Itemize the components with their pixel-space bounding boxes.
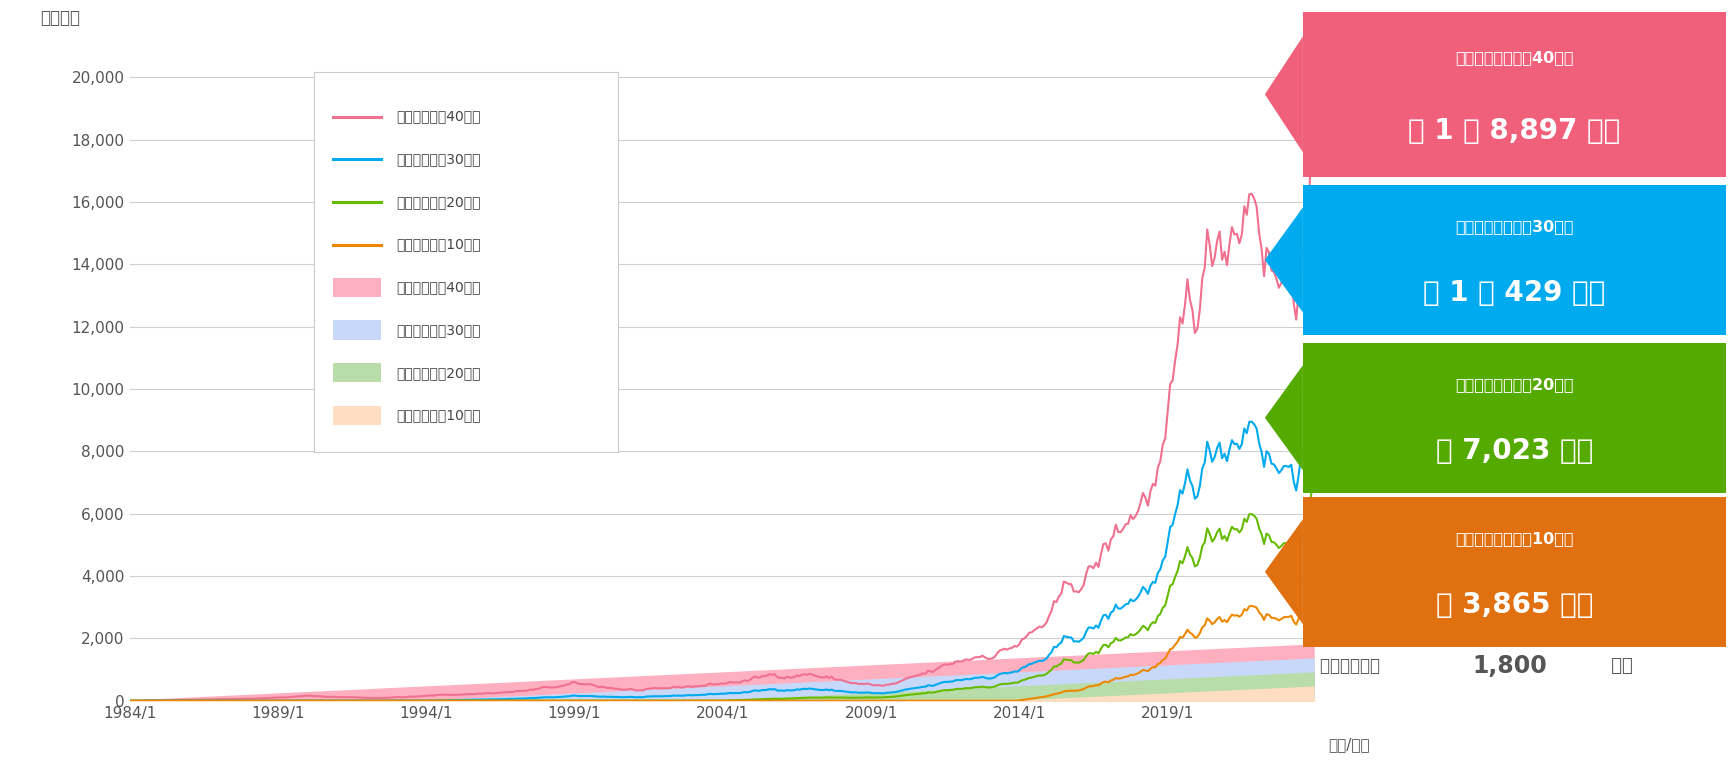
Text: 穏立評価額（30年）: 穏立評価額（30年） <box>396 152 480 166</box>
Text: 約 1 億 8,897 万円: 約 1 億 8,897 万円 <box>1408 117 1621 145</box>
Text: （万円）: （万円） <box>40 8 79 27</box>
Text: 約 3,865 万円: 約 3,865 万円 <box>1436 591 1593 619</box>
Text: （年/月）: （年/月） <box>1327 737 1370 752</box>
Text: 約 7,023 万円: 約 7,023 万円 <box>1436 437 1593 465</box>
Text: 最終穏立評価額（10年）: 最終穏立評価額（10年） <box>1455 531 1574 546</box>
Text: 最終穏立評価額（40年）: 最終穏立評価額（40年） <box>1455 50 1574 65</box>
FancyBboxPatch shape <box>334 320 382 340</box>
Text: 万円: 万円 <box>1605 657 1633 675</box>
FancyBboxPatch shape <box>334 278 382 297</box>
Text: 穏立評価額（40年）: 穏立評価額（40年） <box>396 109 480 123</box>
Text: 累穏投資額（20年）: 累穏投資額（20年） <box>396 366 480 380</box>
Text: 累穏投資額（10年）: 累穏投資額（10年） <box>396 408 480 423</box>
Text: 累穏投資額（40年）: 累穏投資額（40年） <box>396 280 480 294</box>
FancyBboxPatch shape <box>334 406 382 425</box>
Text: 累穏投資総額: 累穏投資総額 <box>1320 657 1391 675</box>
Text: 穏立評価額（20年）: 穏立評価額（20年） <box>396 195 480 209</box>
Text: 約 1 億 429 万円: 約 1 億 429 万円 <box>1424 279 1605 307</box>
Text: 累穏投資額（30年）: 累穏投資額（30年） <box>396 323 480 337</box>
FancyBboxPatch shape <box>334 363 382 383</box>
Text: 最終穏立評価額（20年）: 最終穏立評価額（20年） <box>1455 377 1574 392</box>
Text: 1,800: 1,800 <box>1472 654 1547 678</box>
Text: 最終穏立評価額（30年）: 最終穏立評価額（30年） <box>1455 219 1574 234</box>
Text: 穏立評価額（10年）: 穏立評価額（10年） <box>396 238 480 252</box>
